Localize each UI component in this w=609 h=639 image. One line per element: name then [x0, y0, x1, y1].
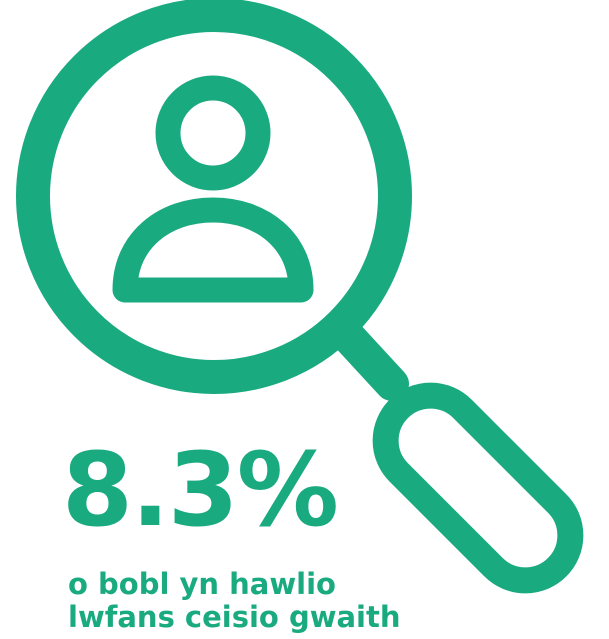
lens-ring [16, 0, 412, 394]
magnifier-handle [372, 382, 584, 594]
caption-line-2: lwfans ceisio gwaith [68, 600, 401, 634]
person-head [155, 75, 271, 191]
statistic-caption: o bobl yn hawlio lwfans ceisio gwaith [68, 568, 401, 634]
statistic-value: 8.3% [62, 431, 339, 550]
caption-line-1: o bobl yn hawlio [68, 567, 336, 601]
person-icon [112, 75, 314, 303]
person-body [112, 197, 314, 303]
magnifier-neck [328, 316, 409, 401]
